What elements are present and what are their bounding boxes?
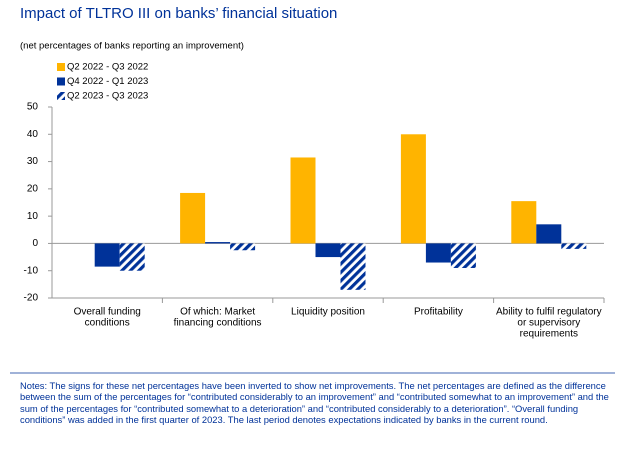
y-tick-label: 40 xyxy=(27,129,39,140)
x-tick-label: or supervisory xyxy=(517,318,580,329)
x-tick-label: Liquidity position xyxy=(291,307,365,318)
y-tick-label: 50 xyxy=(27,102,39,113)
bar xyxy=(94,243,120,267)
legend-label: Q2 2022 - Q3 2022 xyxy=(67,62,148,73)
x-tick-label: conditions xyxy=(85,318,130,329)
chart-subtitle: (net percentages of banks reporting an i… xyxy=(20,41,244,52)
bar xyxy=(180,192,206,244)
x-tick-label: Profitability xyxy=(414,307,463,318)
y-tick-label: 0 xyxy=(32,238,38,249)
x-tick-label: Of which: Market xyxy=(180,307,255,318)
bar xyxy=(511,201,537,244)
x-tick-label: Ability to fulfil regulatory xyxy=(496,307,602,318)
x-tick-label: financing conditions xyxy=(174,318,262,329)
bar xyxy=(536,224,562,244)
legend-label: Q2 2023 - Q3 2023 xyxy=(67,91,148,102)
bar xyxy=(561,243,587,249)
bar xyxy=(450,243,476,268)
bar xyxy=(230,243,256,251)
legend-swatch xyxy=(57,63,65,71)
x-tick-label: Overall funding xyxy=(74,307,141,318)
legend-swatch xyxy=(57,92,65,100)
y-tick-label: 10 xyxy=(27,211,39,222)
y-tick-label: 20 xyxy=(27,183,39,194)
x-tick-label: requirements xyxy=(520,329,578,340)
y-tick-label: -20 xyxy=(24,293,39,304)
legend-label: Q4 2022 - Q1 2023 xyxy=(67,76,148,87)
bar xyxy=(290,157,316,244)
legend-swatch xyxy=(57,77,65,86)
bar xyxy=(340,243,366,290)
bar xyxy=(119,243,145,271)
bar xyxy=(400,134,426,244)
chart-title: Impact of TLTRO III on banks’ financial … xyxy=(20,5,337,22)
chart: Impact of TLTRO III on banks’ financial … xyxy=(10,5,615,374)
bar xyxy=(315,243,341,258)
y-tick-label: 30 xyxy=(27,156,39,167)
y-tick-label: -10 xyxy=(24,265,39,276)
bar xyxy=(425,243,451,263)
notes: Notes: The signs for these net percentag… xyxy=(20,380,609,426)
bar xyxy=(205,242,231,244)
